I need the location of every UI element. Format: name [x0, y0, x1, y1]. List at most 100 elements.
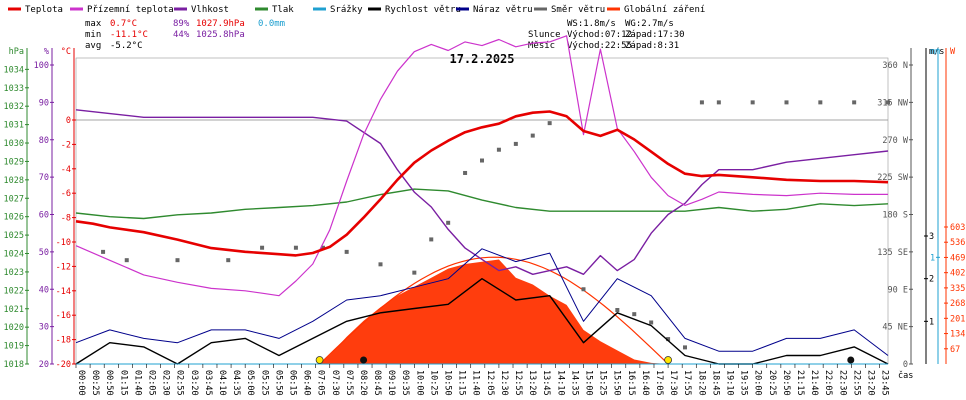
x-tick-label: 16:15 — [626, 370, 636, 396]
sun-label: Slunce — [528, 30, 561, 40]
series-vlhkost — [75, 109, 889, 275]
x-tick-label: 17:05 — [654, 370, 664, 396]
stats-max-rain: 0.0mm — [258, 19, 285, 29]
wind-direction-point — [699, 100, 704, 105]
humidity-axis-tick-label: 60 — [39, 211, 49, 221]
dir-axis-tick-label: 180 S — [882, 211, 908, 221]
series-naraz-vetru — [75, 248, 889, 356]
stats-min-press: 1025.8hPa — [196, 30, 245, 40]
w-axis-tick-label: 603 — [950, 223, 965, 233]
dir-axis-tick-label: 135 SE — [877, 248, 908, 258]
stats-min-label: min — [85, 30, 101, 40]
ms-axis-tick-label: 1 — [929, 317, 934, 327]
hpa-axis-tick-label: 1028 — [4, 176, 24, 186]
w-axis-tick-label: 268 — [950, 299, 965, 309]
stats-max-hum: 89% — [173, 19, 190, 29]
humidity-axis-tick-label: 100 — [34, 61, 49, 71]
wind-direction-point — [463, 170, 468, 175]
x-tick-label: 08:20 — [358, 370, 368, 396]
wind-direction-point — [581, 287, 586, 292]
w-axis-tick-label: 335 — [950, 284, 965, 294]
hpa-axis-tick-label: 1020 — [4, 323, 24, 333]
x-tick-label: 13:20 — [527, 370, 537, 396]
wind-direction-point — [496, 147, 501, 152]
temp-axis-title: °C — [61, 47, 71, 57]
w-axis-title: W — [950, 47, 956, 57]
hpa-axis-tick-label: 1022 — [4, 286, 24, 296]
x-tick-label: 04:35 — [231, 370, 241, 396]
stats-max-press: 1027.9hPa — [196, 19, 245, 29]
info-block: WS:1.8m/s WG:2.7m/s Slunce Východ:07:12 … — [528, 19, 685, 51]
legend-label: Tlak — [272, 5, 294, 15]
w-axis-tick-label: 134 — [950, 330, 965, 340]
x-tick-label: 03:20 — [189, 370, 199, 396]
wind-direction-point — [683, 345, 687, 350]
dir-axis-tick-label: 225 SW — [877, 173, 909, 183]
wind-direction-point — [101, 249, 106, 254]
x-tick-label: 14:10 — [555, 370, 565, 396]
temp-axis-tick-label: -14 — [56, 287, 71, 297]
stats-block: max 0.7°C 89% 1027.9hPa 0.0mm min -11.1°… — [85, 19, 285, 51]
wind-direction-point — [260, 245, 265, 250]
x-tick-label: 01:15 — [118, 370, 128, 396]
hpa-axis-tick-label: 1030 — [4, 139, 24, 149]
series-prizemni-teplota — [75, 35, 888, 297]
x-tick-label: 20:00 — [753, 370, 763, 396]
series-tlak — [75, 188, 889, 220]
ms-axis-title: m/s — [929, 47, 944, 57]
temp-axis-tick-label: -16 — [56, 311, 71, 321]
x-tick-label: 19:35 — [739, 370, 749, 396]
moonrise-info: Východ:22:55 — [567, 41, 632, 51]
x-tick-label: 23:45 — [880, 370, 890, 396]
wind-direction-point — [716, 100, 721, 105]
hpa-axis-tick-label: 1024 — [4, 250, 24, 260]
x-tick-label: 00:50 — [104, 370, 114, 396]
plot-area — [75, 35, 890, 365]
x-tick-label: 17:55 — [682, 370, 692, 396]
hpa-axis-tick-label: 1018 — [4, 360, 24, 370]
x-tick-label: 22:05 — [823, 370, 833, 396]
w-axis-tick-label: 536 — [950, 238, 965, 248]
x-tick-label: 04:10 — [217, 370, 227, 396]
x-tick-label: 14:35 — [569, 370, 579, 396]
dir-axis-tick-label: 270 W — [882, 136, 908, 146]
axes: 1034103310321031103010291028102710261025… — [4, 47, 966, 370]
stats-min-hum: 44% — [173, 30, 190, 40]
moon-label: Měsíc — [528, 41, 555, 51]
ms-axis-tick-label: 2 — [929, 275, 934, 285]
hpa-axis-tick-label: 1026 — [4, 213, 24, 223]
hpa-axis-tick-label: 1023 — [4, 268, 24, 278]
x-tick-label: 11:40 — [471, 370, 481, 396]
wind-direction-point — [226, 258, 231, 263]
x-tick-label: 09:35 — [400, 370, 410, 396]
wind-direction-point — [784, 100, 789, 105]
hpa-axis-title: hPa — [9, 47, 24, 57]
x-tick-label: 02:55 — [175, 370, 185, 396]
x-tick-label: 20:25 — [767, 370, 777, 396]
temp-axis-tick-label: -2 — [61, 140, 71, 150]
humidity-axis-tick-label: 40 — [39, 285, 49, 295]
wind-direction-point — [378, 262, 383, 267]
wind-direction-point — [320, 245, 325, 250]
dir-axis-tick-label: 315 NW — [877, 98, 909, 108]
w-axis-tick-label: 67 — [950, 345, 960, 355]
wind-direction-point — [632, 312, 637, 317]
wind-speed-info: WS:1.8m/s — [567, 19, 616, 29]
radiation-theory-curve — [319, 256, 666, 365]
humidity-axis-title: % — [44, 47, 49, 57]
x-tick-label: 16:40 — [640, 370, 650, 396]
stats-avg-label: avg — [85, 41, 101, 51]
x-tick-label: 05:25 — [259, 370, 269, 396]
moonset-marker — [360, 356, 368, 364]
humidity-axis-tick-label: 70 — [39, 173, 49, 183]
legend-label: Rychlost větru — [385, 5, 461, 15]
sunrise-info: Východ:07:12 — [567, 30, 632, 40]
x-tick-label: 00:00 — [76, 370, 86, 396]
x-tick-label: 20:50 — [781, 370, 791, 396]
temp-axis-tick-label: -8 — [61, 214, 71, 224]
x-tick-label: 05:00 — [245, 370, 255, 396]
x-axis: 00:00 00:25 00:50 01:15 01:40 02:05 02:30 02:55… — [75, 364, 890, 396]
wind-direction-point — [818, 100, 823, 105]
legend-label: Vlhkost — [191, 5, 229, 15]
hpa-axis-tick-label: 1031 — [4, 121, 24, 131]
